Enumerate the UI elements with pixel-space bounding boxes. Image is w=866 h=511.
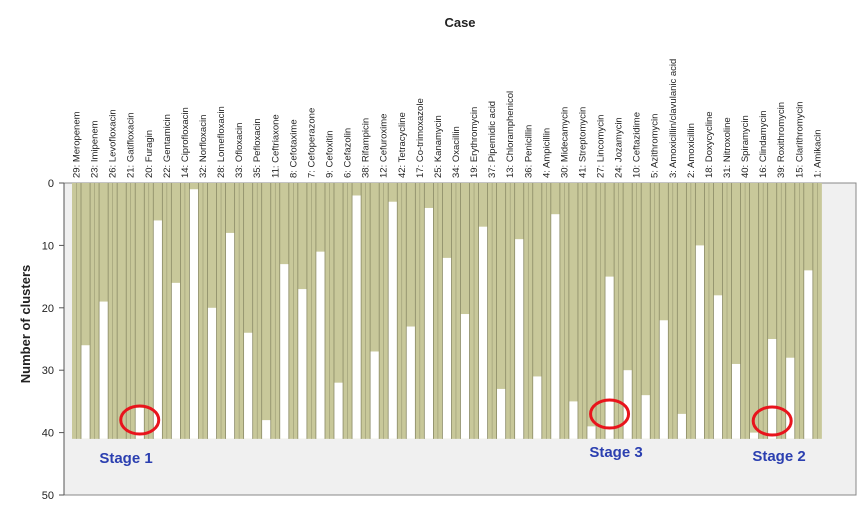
case-label: 10: Ceftazidime [632,112,643,178]
stage-label: Stage 1 [99,450,152,467]
icicle-gap [605,276,615,439]
case-label: 35: Pefloxacin [252,118,263,178]
icicle-gap [352,195,362,439]
case-label: 31: Nitroxoline [722,117,733,178]
icicle-gap [243,332,253,439]
stage-highlight-circle [589,398,631,430]
case-label: 41: Streptomycin [577,107,588,178]
icicle-gap [189,189,199,439]
icicle-gap [406,326,416,439]
icicle-gap [333,382,344,439]
icicle-gap [297,289,307,439]
icicle-gap [478,226,488,439]
icicle-gap [424,207,434,439]
case-label: 18: Doxycycline [704,111,715,178]
stage-highlight-circle [119,404,161,436]
icicle-gap [731,363,741,439]
icicle-gap [749,432,759,439]
icicle-gap [225,232,235,439]
icicle-gap [514,239,524,439]
icicle-gap [496,388,506,439]
icicle-gap [388,201,398,439]
icicle-gap [171,282,181,439]
icicle-gap [442,257,452,439]
case-label: 14: Ciprofloxacin [180,107,191,178]
case-label: 21: Gatifloxacin [126,113,137,178]
case-label: 30: Midecamycin [559,107,570,178]
y-tick-label: 10 [42,240,54,252]
case-label: 42: Tetracycline [397,112,408,178]
y-tick-label: 50 [42,490,54,502]
icicle-gap [568,401,578,439]
icicle-gap [135,407,145,439]
case-label: 29: Meropenem [72,111,83,178]
case-label: 12: Cefuroxime [379,114,390,178]
icicle-gap [677,413,687,439]
case-label: 1: Amikacin [812,129,823,178]
case-label: 7: Cefoperazone [306,108,317,178]
case-label: 40: Spiramycin [740,115,751,178]
chart-title: Case [444,15,475,30]
case-label: 28: Lomefloxacin [216,106,227,178]
icicle-gap [207,307,217,439]
icicle-gap [153,220,163,439]
case-label: 3: Amoxicillin/clavulanic acid [668,59,679,178]
icicle-gap [623,370,633,439]
case-label: 33: Ofloxacin [234,123,245,178]
y-tick-label: 30 [42,365,54,377]
icicle-gap [586,426,597,439]
icicle-gap [785,357,795,439]
case-label: 17: Co-trimoxazole [415,98,426,178]
icicle-gap [532,376,542,439]
icicle-gap [713,295,723,439]
icicle-gap [279,264,289,439]
case-label: 36: Penicillin [523,125,534,178]
stage-label: Stage 3 [589,444,642,461]
case-label: 5: Azithromycin [650,114,661,178]
icicle-gap [695,245,705,439]
case-label: 19: Erythromycin [469,107,480,178]
case-label: 4: Ampicillin [541,128,552,178]
icicle-gap [550,214,560,439]
icicle-gap [460,314,470,439]
stage-highlight-circle [751,405,793,437]
case-label: 25: Kanamycin [433,115,444,178]
y-tick-label: 0 [48,178,54,190]
stage-label: Stage 2 [752,448,805,465]
case-label: 23: Imipenem [90,120,101,178]
case-label: 39: Roxithromycin [776,102,787,178]
case-label: 38: Rifampicin [361,118,372,178]
case-label: 20: Furagin [144,130,155,178]
icicle-gap [81,345,91,439]
case-label: 24: Jozamycin [614,117,625,178]
y-tick-label: 20 [42,303,54,315]
case-label: 9: Cefoxitin [324,130,335,178]
case-label: 37: Pipemidic acid [487,101,498,178]
case-label: 16: Clindamycin [758,110,769,178]
icicle-gap [370,351,380,439]
case-label: 8: Cefotaxime [288,119,299,178]
case-label: 22: Gentamicin [162,114,173,178]
case-label: 13: Chloramphenicol [505,91,516,178]
case-label: 15: Clarithromycin [794,101,805,178]
case-label: 32: Norfloxacin [198,115,209,178]
case-label: 34: Oxacillin [451,126,462,178]
icicle-gap [261,420,271,439]
case-label: 11: Ceftriaxone [270,114,281,178]
icicle-gap [315,251,325,439]
y-axis-label: Number of clusters [18,265,33,383]
icicle-gap [99,301,109,439]
case-label: 27: Lincomycin [596,115,607,178]
case-label: 26: Levofloxacin [108,109,119,178]
icicle-gap [659,320,669,439]
icicle-gap [803,270,813,439]
case-label: 2: Amoxicillin [686,123,697,178]
y-tick-label: 40 [42,428,54,440]
case-label: 6: Cefazolin [343,128,354,178]
icicle-gap [641,395,651,439]
icicle-gap [767,339,777,439]
